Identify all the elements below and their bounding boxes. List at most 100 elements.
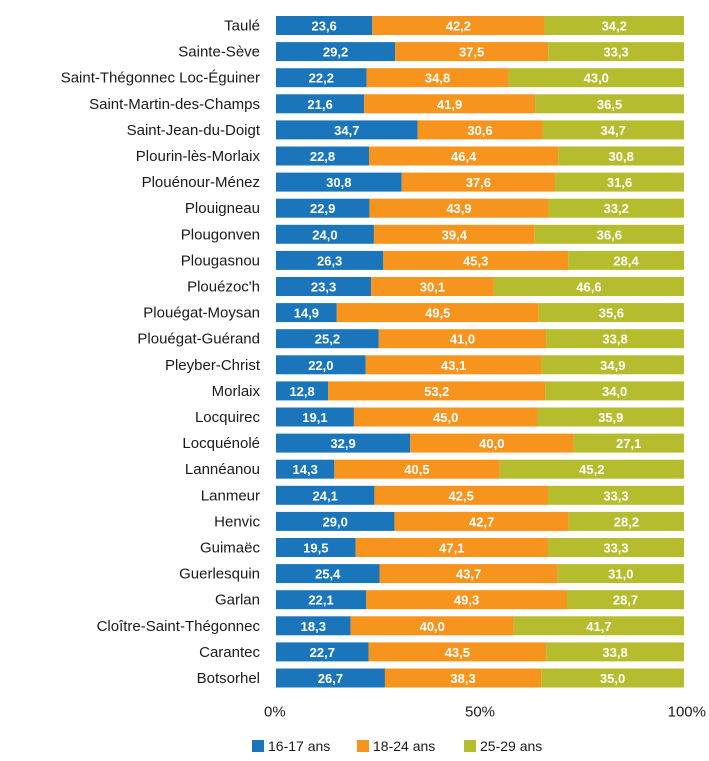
data-label: 49,5 xyxy=(425,306,450,321)
data-label: 43,1 xyxy=(441,358,466,373)
data-label: 41,7 xyxy=(586,619,611,634)
category-label: Saint-Martin-des-Champs xyxy=(89,96,260,113)
data-label: 53,2 xyxy=(424,384,449,399)
bar-segment-3 xyxy=(544,16,684,35)
data-label: 22,9 xyxy=(310,201,335,216)
bar-segment-2 xyxy=(368,642,547,662)
data-label: 42,5 xyxy=(449,488,474,503)
bar-segment-2 xyxy=(364,94,536,114)
data-label: 41,0 xyxy=(450,332,475,347)
data-label: 30,1 xyxy=(420,280,445,295)
bar-segment-1 xyxy=(276,172,402,192)
bar-segment-2 xyxy=(334,459,500,479)
chart-plot-area: 23,6 42,2 34,2 29,2 37,5 33,3 22,2 34,8 43,0 21,6… xyxy=(276,16,684,688)
bar-segment-1 xyxy=(276,94,365,114)
chart-legend: 16-17 ans 18-24 ans 25-29 ans xyxy=(252,738,542,754)
data-label: 27,1 xyxy=(616,436,641,451)
data-label: 22,2 xyxy=(309,71,334,86)
category-label: Plouézoc'h xyxy=(187,279,260,296)
x-tick-label: 0% xyxy=(264,704,286,721)
bar-segment-3 xyxy=(499,459,684,479)
category-label: Sainte-Sève xyxy=(178,44,260,61)
data-label: 33,8 xyxy=(602,645,627,660)
bar-segment-1 xyxy=(276,355,366,375)
data-label: 35,6 xyxy=(599,306,624,321)
bar-segment-1 xyxy=(276,642,369,662)
data-label: 40,0 xyxy=(420,619,445,634)
category-label: Saint-Jean-du-Doigt xyxy=(127,122,261,139)
bar-segment-1 xyxy=(276,120,418,140)
bar-segment-3 xyxy=(558,146,684,166)
bar-segment-3 xyxy=(542,120,684,140)
bar-segment-1 xyxy=(276,407,354,427)
category-label: Carantec xyxy=(199,644,260,661)
category-label: Plougonven xyxy=(181,226,260,243)
category-label: Plouégat-Moysan xyxy=(143,305,260,322)
category-label: Cloître-Saint-Thégonnec xyxy=(97,618,261,635)
legend-label: 18-24 ans xyxy=(373,738,435,754)
data-label: 31,6 xyxy=(607,175,632,190)
data-label: 24,0 xyxy=(312,227,337,242)
bar-segment-1 xyxy=(276,198,370,218)
bar-segment-2 xyxy=(378,329,547,349)
data-label: 33,3 xyxy=(603,541,628,556)
data-label: 22,1 xyxy=(308,593,333,608)
data-label: 24,1 xyxy=(313,488,338,503)
bar-segment-2 xyxy=(374,485,548,505)
bar-segment-2 xyxy=(395,42,549,62)
bar-segment-1 xyxy=(276,329,379,349)
bar-segment-2 xyxy=(373,224,535,244)
bar-segment-3 xyxy=(535,94,684,114)
bar-segment-1 xyxy=(276,68,367,88)
category-label: Locquirec xyxy=(195,409,261,426)
bar-segment-2 xyxy=(417,120,543,140)
x-tick-label: 100% xyxy=(668,704,706,721)
data-label: 42,2 xyxy=(446,19,471,34)
bar-segment-3 xyxy=(541,668,684,688)
data-label: 21,6 xyxy=(307,97,332,112)
bar-segment-2 xyxy=(365,355,542,375)
bar-segment-2 xyxy=(384,668,542,688)
data-label: 19,5 xyxy=(303,541,328,556)
x-tick-label: 50% xyxy=(465,704,495,721)
data-label: 45,2 xyxy=(579,462,604,477)
category-label: Botsorhel xyxy=(197,670,260,687)
data-label: 25,4 xyxy=(315,567,341,582)
data-label: 14,9 xyxy=(294,306,319,321)
data-label: 34,2 xyxy=(602,19,627,34)
data-label: 40,5 xyxy=(404,462,429,477)
category-label: Morlaix xyxy=(212,383,261,400)
data-label: 28,2 xyxy=(614,514,639,529)
bar-segment-2 xyxy=(366,68,509,88)
bar-segment-1 xyxy=(276,538,356,557)
data-label: 25,2 xyxy=(315,332,340,347)
legend-label: 25-29 ans xyxy=(480,738,542,754)
bar-segment-1 xyxy=(276,564,380,584)
value-axis-ticks: 0% 50% 100% xyxy=(264,704,706,721)
category-label: Taulé xyxy=(224,18,260,35)
legend-swatch xyxy=(252,740,264,752)
category-axis-labels: Taulé Sainte-Sève Saint-Thégonnec Loc-Égui… xyxy=(61,18,261,688)
data-label: 42,7 xyxy=(469,514,494,529)
data-label: 34,7 xyxy=(334,123,359,138)
data-label: 36,6 xyxy=(597,227,622,242)
bar-segment-2 xyxy=(410,433,574,453)
bar-segment-1 xyxy=(276,459,335,479)
data-label: 33,3 xyxy=(603,488,628,503)
data-label: 18,3 xyxy=(301,619,326,634)
category-label: Lanmeur xyxy=(201,487,260,504)
bar-segment-1 xyxy=(276,511,395,531)
data-label: 34,8 xyxy=(425,71,450,86)
data-label: 43,7 xyxy=(456,567,481,582)
data-label: 19,1 xyxy=(302,410,327,425)
data-label: 23,3 xyxy=(311,280,336,295)
data-label: 45,3 xyxy=(463,253,488,268)
category-label: Guimaëc xyxy=(200,540,261,557)
category-label: Saint-Thégonnec Loc-Éguiner xyxy=(61,70,260,87)
category-label: Plouigneau xyxy=(185,200,260,217)
data-label: 34,7 xyxy=(601,123,626,138)
bar-segment-1 xyxy=(276,485,375,505)
bar-segment-2 xyxy=(336,303,539,323)
data-label: 38,3 xyxy=(450,671,475,686)
